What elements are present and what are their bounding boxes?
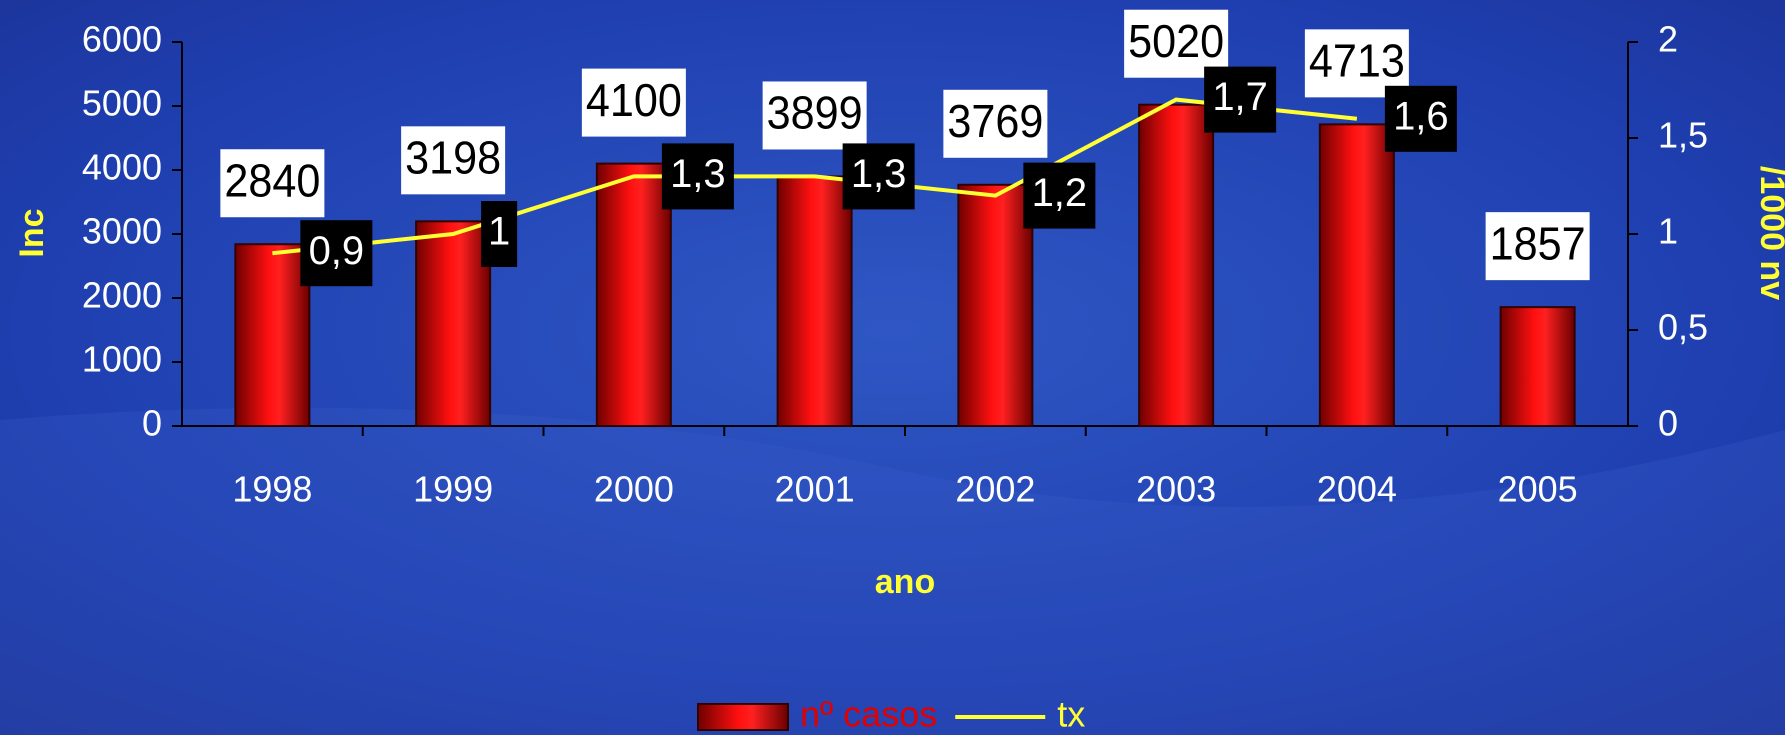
x-tick-label: 2004	[1317, 469, 1397, 510]
bar-label-box	[943, 89, 1048, 158]
y-tick-label: 3000	[82, 211, 162, 252]
bar	[1318, 123, 1395, 427]
bar	[595, 162, 672, 427]
x-tick-label: 2003	[1136, 469, 1216, 510]
bar-label: 4713	[1309, 35, 1405, 87]
line-label: 1,3	[851, 152, 907, 196]
legend-swatch	[697, 703, 789, 731]
bar	[1138, 103, 1215, 427]
line-label-box	[1023, 162, 1096, 229]
x-tick-label: 2002	[955, 469, 1035, 510]
bar	[234, 243, 311, 427]
y-tick-label: 1000	[82, 339, 162, 380]
bar-label: 4100	[586, 74, 682, 126]
x-tick-label: 2000	[594, 469, 674, 510]
bar-label-box	[762, 81, 867, 150]
y2-tick-label: 1,5	[1658, 115, 1708, 156]
legend-label: tx	[1057, 694, 1085, 735]
line-label-box	[1384, 85, 1457, 152]
legend-label: nº casos	[800, 694, 937, 735]
line-label: 1,7	[1212, 75, 1268, 119]
bar	[776, 175, 853, 427]
y-axis-label: Inc	[13, 208, 51, 257]
bar-label-box	[220, 149, 325, 218]
bar-label: 3769	[947, 95, 1043, 147]
bar	[415, 220, 492, 427]
bar-label: 5020	[1128, 15, 1224, 67]
y-tick-label: 5000	[82, 83, 162, 124]
line-label-box	[1204, 66, 1277, 133]
line-label-box	[481, 201, 518, 267]
bar-label: 3198	[405, 131, 501, 183]
bar-label-box	[1124, 9, 1229, 78]
bar-label-box	[401, 126, 506, 195]
y-tick-label: 6000	[82, 19, 162, 60]
bar-label-box	[581, 68, 686, 137]
y2-tick-label: 2	[1658, 19, 1678, 60]
line-label-box	[842, 143, 915, 210]
y2-tick-label: 0	[1658, 403, 1678, 444]
y-tick-label: 2000	[82, 275, 162, 316]
x-tick-label: 2005	[1498, 469, 1578, 510]
line-label: 0,9	[309, 229, 365, 273]
line-label: 1,2	[1032, 171, 1088, 215]
line-label: 1	[488, 210, 510, 254]
y2-axis-label: /1000 nv	[1753, 166, 1785, 300]
bar	[1499, 306, 1576, 428]
bar-label: 2840	[224, 154, 320, 206]
background-flag	[0, 407, 1785, 735]
x-axis-label: ano	[875, 563, 935, 601]
line-label: 1,6	[1393, 94, 1449, 138]
line-label: 1,3	[670, 152, 726, 196]
y-tick-label: 4000	[82, 147, 162, 188]
line-label-box	[661, 143, 734, 210]
bar-label: 1857	[1490, 217, 1586, 269]
line	[272, 97, 1358, 256]
bar-label-box	[1485, 212, 1590, 281]
x-tick-label: 2001	[775, 469, 855, 510]
y2-tick-label: 1	[1658, 211, 1678, 252]
line-label-box	[300, 220, 373, 287]
y2-tick-label: 0,5	[1658, 307, 1708, 348]
bar-label: 3899	[767, 87, 863, 139]
bar	[957, 183, 1034, 427]
x-tick-label: 1999	[413, 469, 493, 510]
x-tick-label: 1998	[232, 469, 312, 510]
y-tick-label: 0	[142, 403, 162, 444]
